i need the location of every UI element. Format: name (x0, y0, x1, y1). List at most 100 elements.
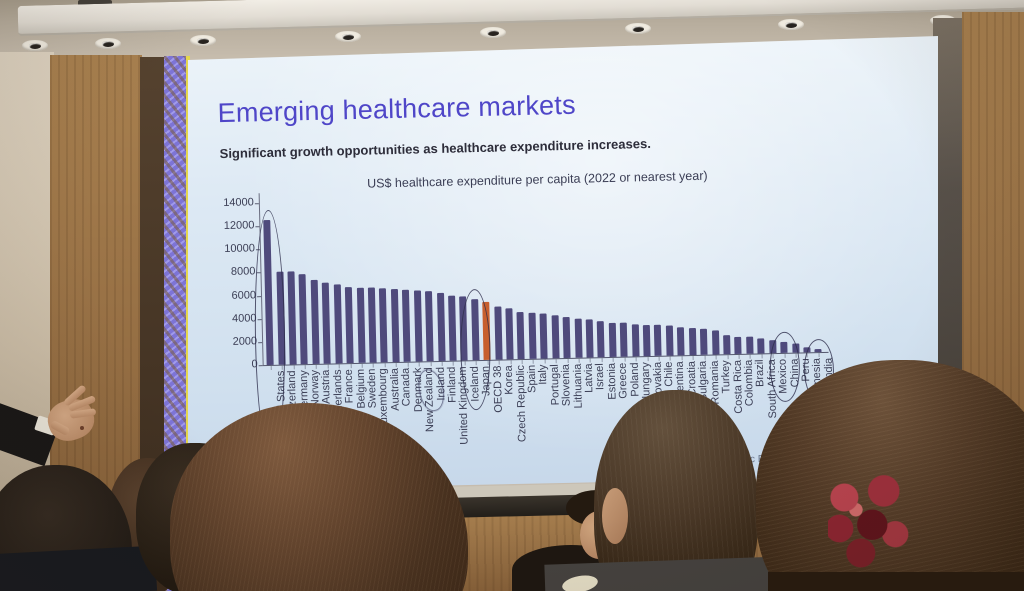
bar (608, 322, 617, 357)
x-tick (749, 354, 751, 359)
y-tick-label: 12000 (223, 219, 255, 233)
x-tick (624, 357, 626, 362)
bar (356, 287, 366, 363)
downlight (480, 27, 506, 38)
x-tick (441, 361, 443, 366)
x-tick (316, 364, 318, 369)
bar (562, 316, 571, 359)
bar (402, 289, 411, 362)
x-tick (692, 356, 694, 361)
bar (367, 287, 377, 363)
x-tick (669, 356, 672, 361)
bar (688, 327, 697, 356)
hair-claw-clip (828, 474, 910, 568)
bar (310, 279, 320, 364)
bar (665, 325, 674, 356)
bar (436, 292, 446, 362)
bar (723, 335, 731, 355)
x-tick (727, 355, 729, 360)
downlight (22, 40, 48, 51)
x-tick (498, 360, 500, 365)
downlight (778, 19, 804, 30)
y-tick-label: 8000 (230, 265, 256, 279)
x-tick (430, 362, 432, 367)
x-tick (681, 356, 683, 361)
x-tick (304, 365, 306, 370)
x-tick (407, 362, 409, 367)
x-tick-label: Brazil (754, 359, 767, 388)
x-tick (635, 357, 637, 362)
x-tick-label: France (343, 368, 356, 404)
x-tick (350, 364, 352, 369)
downlight (95, 38, 121, 49)
x-tick (327, 364, 329, 369)
bar (505, 308, 514, 360)
downlight (190, 35, 216, 46)
x-tick (453, 361, 455, 366)
bar (390, 288, 400, 363)
x-tick (384, 363, 386, 368)
audience-ear (602, 488, 628, 544)
bar (574, 318, 583, 358)
x-tick (361, 363, 363, 368)
x-tick (647, 357, 649, 362)
y-tick-label: 10000 (224, 242, 256, 256)
audience-jacket-far-left (0, 545, 158, 591)
x-tick (704, 355, 706, 360)
x-tick (601, 358, 603, 363)
x-tick (293, 365, 295, 370)
bar (631, 323, 640, 357)
bar (711, 330, 720, 355)
x-tick (544, 359, 546, 364)
bar (493, 306, 503, 360)
y-tick-label: 6000 (231, 288, 257, 302)
x-tick (658, 356, 660, 361)
bar (516, 311, 526, 360)
x-tick (715, 355, 717, 360)
bar (539, 313, 548, 359)
bar (642, 324, 651, 357)
x-tick (578, 358, 580, 363)
bar (745, 336, 754, 354)
y-tick-label: 0 (251, 358, 258, 371)
x-tick (761, 354, 763, 359)
bar (620, 323, 628, 357)
audience-body-right (768, 572, 1024, 591)
x-tick (532, 359, 535, 364)
x-tick (567, 358, 569, 363)
bar (551, 314, 560, 359)
bar (287, 271, 297, 365)
bar (425, 291, 434, 362)
y-tick-label: 2000 (232, 335, 258, 348)
x-tick (590, 358, 592, 363)
ring (80, 426, 84, 430)
x-tick (521, 360, 523, 365)
bar (585, 319, 594, 358)
x-tick-label: Korea (502, 365, 516, 395)
bar (700, 328, 708, 355)
downlight (625, 23, 651, 34)
bar (677, 326, 685, 356)
x-tick (395, 363, 398, 368)
bar (344, 286, 354, 364)
bar (379, 288, 389, 363)
bar (299, 274, 309, 365)
bar (333, 284, 343, 364)
x-tick (338, 364, 340, 369)
x-tick-label: Italy (537, 364, 550, 385)
x-tick (373, 363, 375, 368)
y-tick (255, 226, 260, 228)
bar (528, 312, 537, 359)
bar (322, 282, 331, 364)
y-tick-label: 4000 (231, 312, 257, 325)
bar (413, 290, 423, 362)
annotation-circle (769, 331, 800, 403)
x-tick (738, 354, 740, 359)
downlight (335, 31, 361, 42)
bar (597, 320, 605, 358)
bar (734, 336, 742, 355)
bar (447, 295, 457, 361)
x-tick-label: Turkey (719, 360, 733, 394)
bar (757, 338, 765, 354)
